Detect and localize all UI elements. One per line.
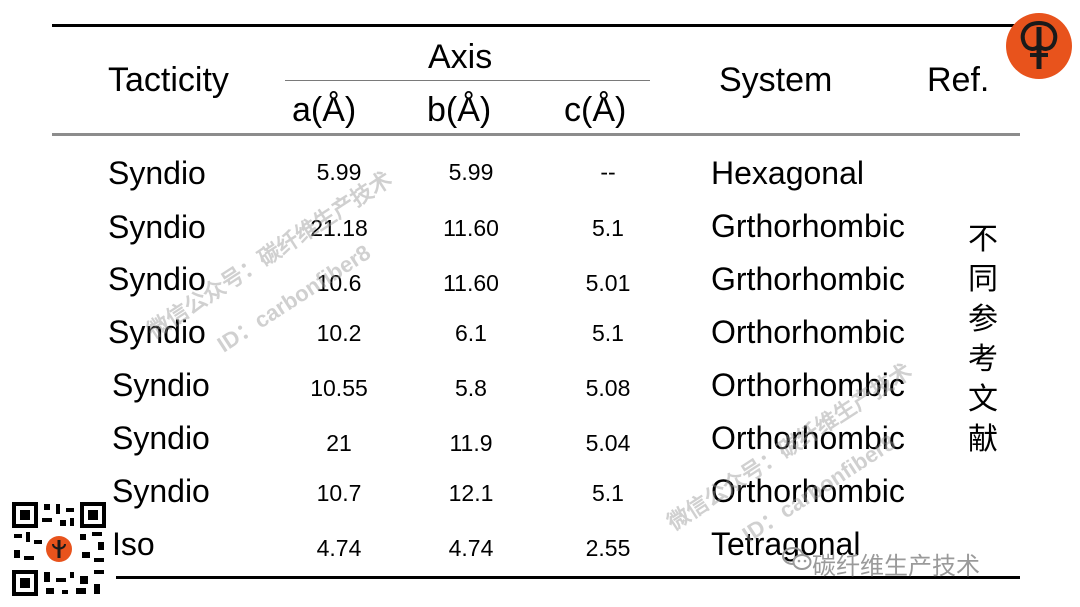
cell-tacticity: Syndio	[112, 473, 210, 509]
axis-group-rule	[285, 80, 650, 81]
table-bottom-rule	[116, 576, 1020, 579]
cell-system: Grthorhombic	[711, 261, 905, 297]
table-header-rule	[52, 133, 1020, 136]
cell-c: 5.1	[592, 320, 624, 346]
cell-system: Grthorhombic	[711, 208, 905, 244]
cell-b: 5.99	[448, 159, 494, 185]
cell-b: 6.1	[455, 320, 487, 346]
cell-b: 4.74	[448, 535, 494, 561]
cell-system: Orthorhombic	[711, 473, 905, 509]
cell-a: 4.74	[316, 535, 362, 561]
header-b: b(Å)	[427, 91, 492, 129]
cell-tacticity: Syndio	[108, 261, 206, 297]
header-tacticity: Tacticity	[108, 61, 229, 99]
cell-c: 5.04	[585, 430, 631, 456]
cell-c: 5.08	[585, 375, 631, 401]
cell-b: 12.1	[448, 480, 494, 506]
cell-b: 11.60	[443, 270, 499, 296]
header-a: a(Å)	[292, 91, 357, 129]
cell-b: 11.60	[443, 215, 499, 241]
header-system: System	[719, 61, 833, 99]
cell-b: 5.8	[455, 375, 487, 401]
wechat-icon	[782, 546, 812, 572]
header-c: c(Å)	[564, 91, 627, 129]
cell-tacticity: Syndio	[108, 155, 206, 191]
cell-c: 5.1	[592, 215, 624, 241]
cell-a: 10.6	[316, 270, 362, 296]
cell-tacticity: Syndio	[108, 209, 206, 245]
cell-a: 21.18	[310, 215, 368, 241]
cell-system: Orthorhombic	[711, 314, 905, 350]
cell-b: 11.9	[449, 430, 493, 456]
cell-a: 10.2	[316, 320, 362, 346]
footer-brand: 碳纤维生产技术	[812, 553, 980, 580]
cell-c: 5.1	[592, 480, 624, 506]
table-top-rule	[52, 24, 1020, 27]
cell-system: Orthorhombic	[711, 367, 905, 403]
cell-tacticity: Iso	[112, 526, 155, 562]
header-axis: Axis	[428, 38, 493, 76]
cell-system: Tetragonal	[711, 526, 861, 562]
cell-system: Hexagonal	[711, 155, 864, 191]
cell-c: --	[600, 159, 616, 185]
cell-tacticity: Syndio	[108, 314, 206, 350]
cell-tacticity: Syndio	[112, 367, 210, 403]
cell-system: Orthorhombic	[711, 420, 905, 456]
carbon-fiber-logo-icon	[1006, 13, 1072, 79]
cell-tacticity: Syndio	[112, 420, 210, 456]
header-ref: Ref.	[927, 61, 990, 99]
cell-a: 10.7	[316, 480, 362, 506]
cell-c: 2.55	[585, 535, 631, 561]
cell-a: 21	[326, 430, 352, 456]
cell-a: 5.99	[316, 159, 362, 185]
qr-code-icon	[10, 500, 108, 598]
cell-c: 5.01	[585, 270, 631, 296]
cell-a: 10.55	[310, 375, 368, 401]
ref-note: 不同参考文献	[968, 223, 998, 456]
